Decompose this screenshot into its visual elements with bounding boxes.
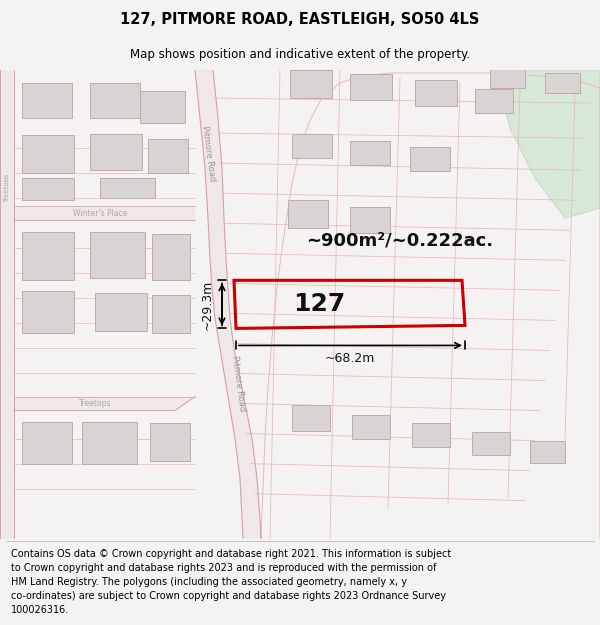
Polygon shape <box>14 396 195 411</box>
Text: ~900m²/~0.222ac.: ~900m²/~0.222ac. <box>307 231 494 249</box>
Bar <box>415 80 457 106</box>
Bar <box>152 296 190 333</box>
Bar <box>530 441 565 462</box>
Bar <box>90 232 145 278</box>
Text: Treetops: Treetops <box>79 399 111 408</box>
Polygon shape <box>0 70 14 539</box>
Bar <box>475 89 513 113</box>
Bar <box>412 422 450 447</box>
Polygon shape <box>14 206 195 220</box>
Bar <box>22 291 74 333</box>
Bar <box>352 414 390 439</box>
Bar <box>90 134 142 170</box>
Bar <box>150 422 190 461</box>
Text: Map shows position and indicative extent of the property.: Map shows position and indicative extent… <box>130 48 470 61</box>
Bar <box>100 178 155 198</box>
Text: Winter's Place: Winter's Place <box>73 209 127 217</box>
Polygon shape <box>195 70 261 539</box>
Bar <box>22 178 74 200</box>
Bar <box>82 421 137 464</box>
Polygon shape <box>500 70 600 218</box>
Bar <box>22 421 72 464</box>
Text: Pitmore Road: Pitmore Road <box>200 124 217 182</box>
Bar <box>290 70 332 98</box>
Bar <box>350 74 392 100</box>
Bar <box>545 73 580 93</box>
Text: 127: 127 <box>293 292 346 316</box>
Text: ~68.2m: ~68.2m <box>325 352 375 365</box>
Bar <box>350 141 390 165</box>
Text: 127, PITMORE ROAD, EASTLEIGH, SO50 4LS: 127, PITMORE ROAD, EASTLEIGH, SO50 4LS <box>121 12 479 27</box>
Bar <box>148 139 188 173</box>
Bar <box>472 432 510 454</box>
Bar <box>350 208 390 233</box>
Bar <box>90 83 140 118</box>
Bar <box>22 83 72 118</box>
Bar <box>140 91 185 123</box>
Text: Treetops: Treetops <box>4 174 10 203</box>
Bar <box>152 234 190 281</box>
Bar <box>95 293 147 331</box>
Bar <box>292 404 330 431</box>
Bar <box>288 200 328 228</box>
Text: Pitmore Road: Pitmore Road <box>230 355 247 412</box>
Bar <box>490 66 525 88</box>
Text: Contains OS data © Crown copyright and database right 2021. This information is : Contains OS data © Crown copyright and d… <box>11 549 451 615</box>
Bar <box>22 135 74 173</box>
Bar <box>292 134 332 158</box>
Bar <box>410 147 450 171</box>
Text: ~29.3m: ~29.3m <box>200 279 214 329</box>
Bar <box>22 232 74 281</box>
